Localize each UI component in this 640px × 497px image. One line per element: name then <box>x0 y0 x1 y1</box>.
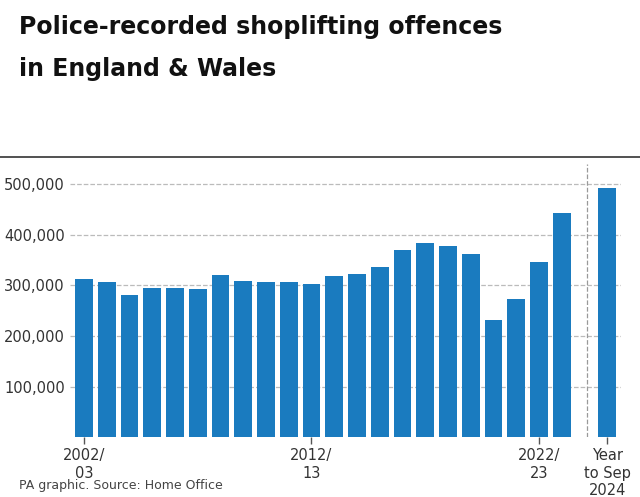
Bar <box>394 250 412 437</box>
Bar <box>280 282 298 437</box>
Bar <box>484 321 502 437</box>
Bar <box>462 254 479 437</box>
Text: PA graphic. Source: Home Office: PA graphic. Source: Home Office <box>19 479 223 492</box>
Bar <box>166 288 184 437</box>
Bar <box>508 299 525 437</box>
Bar <box>348 274 366 437</box>
Bar <box>257 282 275 437</box>
Bar <box>325 276 343 437</box>
Bar <box>212 275 229 437</box>
Bar <box>598 188 616 437</box>
Bar <box>417 244 434 437</box>
Bar <box>75 279 93 437</box>
Bar <box>98 282 116 437</box>
Bar <box>121 295 138 437</box>
Text: in England & Wales: in England & Wales <box>19 57 276 81</box>
Bar <box>303 284 321 437</box>
Bar <box>553 213 570 437</box>
Bar <box>439 246 457 437</box>
Bar <box>143 288 161 437</box>
Text: Police-recorded shoplifting offences: Police-recorded shoplifting offences <box>19 15 502 39</box>
Bar <box>234 281 252 437</box>
Bar <box>371 267 388 437</box>
Bar <box>189 289 207 437</box>
Bar <box>530 262 548 437</box>
